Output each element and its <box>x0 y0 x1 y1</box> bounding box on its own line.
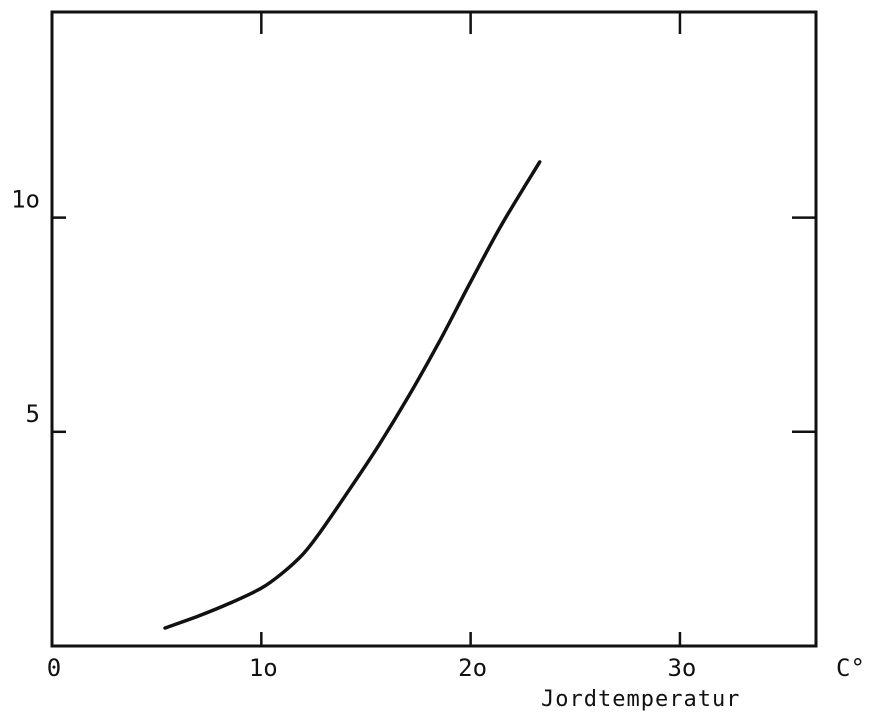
series-group <box>163 160 542 630</box>
y-tick-label: 1o <box>11 186 40 214</box>
x-unit-label: C° <box>836 654 865 682</box>
x-tick-label: 3o <box>667 654 696 682</box>
x-axis-title: Jordtemperatur <box>541 687 740 712</box>
series-line <box>163 160 542 630</box>
plot-frame <box>50 10 818 648</box>
tick-marks <box>52 12 816 646</box>
y-tick-label: 5 <box>26 400 40 428</box>
tick-labels: 0 1o 2o 3o 5 1o <box>11 186 696 682</box>
x-tick-label: 0 <box>47 654 61 682</box>
x-tick-label: 2o <box>458 654 487 682</box>
x-tick-label: 1o <box>249 654 278 682</box>
